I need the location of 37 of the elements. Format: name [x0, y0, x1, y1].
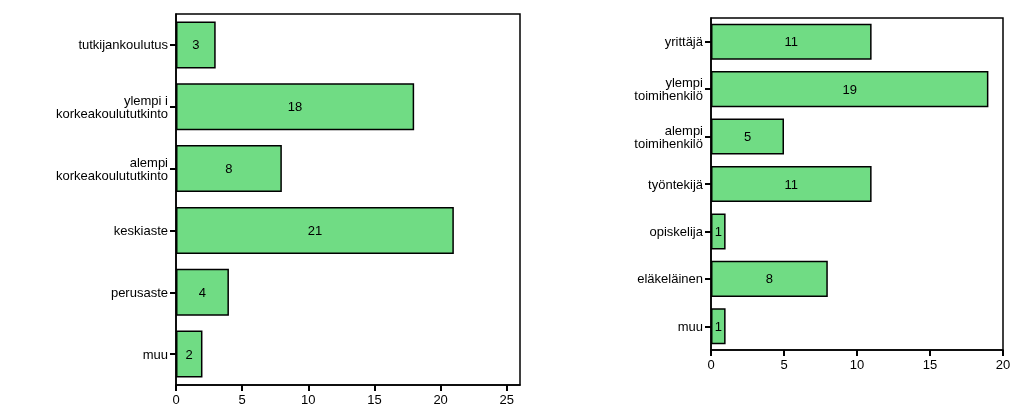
data-label: 11 — [784, 34, 799, 50]
y-tick-label: muu — [677, 318, 703, 334]
y-tick-label: yrittäjä — [664, 34, 704, 50]
y-tick-label: ylempi toimihenkilö — [634, 75, 704, 104]
y-tick-label: opiskelija — [649, 223, 704, 239]
y-tick-label: alempi toimihenkilö — [634, 122, 704, 151]
data-label: 19 — [842, 81, 857, 97]
data-label: 8 — [225, 161, 233, 177]
data-label: 21 — [307, 222, 323, 238]
x-tick-label: 5 — [780, 357, 788, 372]
data-label: 8 — [765, 271, 774, 287]
data-label: 1 — [714, 223, 722, 239]
y-tick-label: työntekijä — [648, 176, 704, 192]
x-tick-label: 15 — [922, 357, 938, 372]
x-tick-label: 20 — [995, 357, 1011, 372]
y-tick-label: tutkijankoulutus — [78, 37, 169, 53]
data-label: 5 — [743, 129, 752, 145]
data-label: 1 — [714, 318, 722, 334]
y-tick-label: perusaste — [110, 284, 168, 300]
data-label: 11 — [784, 176, 799, 192]
y-tick-label: ylempi i korkeakoulututkinto — [55, 92, 169, 121]
data-label: 18 — [287, 99, 303, 115]
x-tick-label: 15 — [367, 392, 382, 407]
x-tick-label: 0 — [707, 357, 715, 372]
y-tick-label: muu — [142, 346, 168, 362]
y-tick-label: keskiaste — [113, 222, 168, 238]
y-tick-label: eläkeläinen — [637, 271, 703, 287]
x-tick-label: 0 — [172, 392, 180, 407]
y-tick-label: alempi korkeakoulututkinto — [55, 154, 169, 183]
x-tick-label: 5 — [238, 392, 246, 407]
x-tick-label: 10 — [849, 357, 865, 372]
x-tick-label: 10 — [301, 392, 316, 407]
data-label: 4 — [198, 284, 207, 300]
data-label: 3 — [192, 37, 200, 53]
data-label: 2 — [185, 346, 193, 362]
x-tick-label: 20 — [433, 392, 448, 407]
x-tick-label: 25 — [499, 392, 514, 407]
